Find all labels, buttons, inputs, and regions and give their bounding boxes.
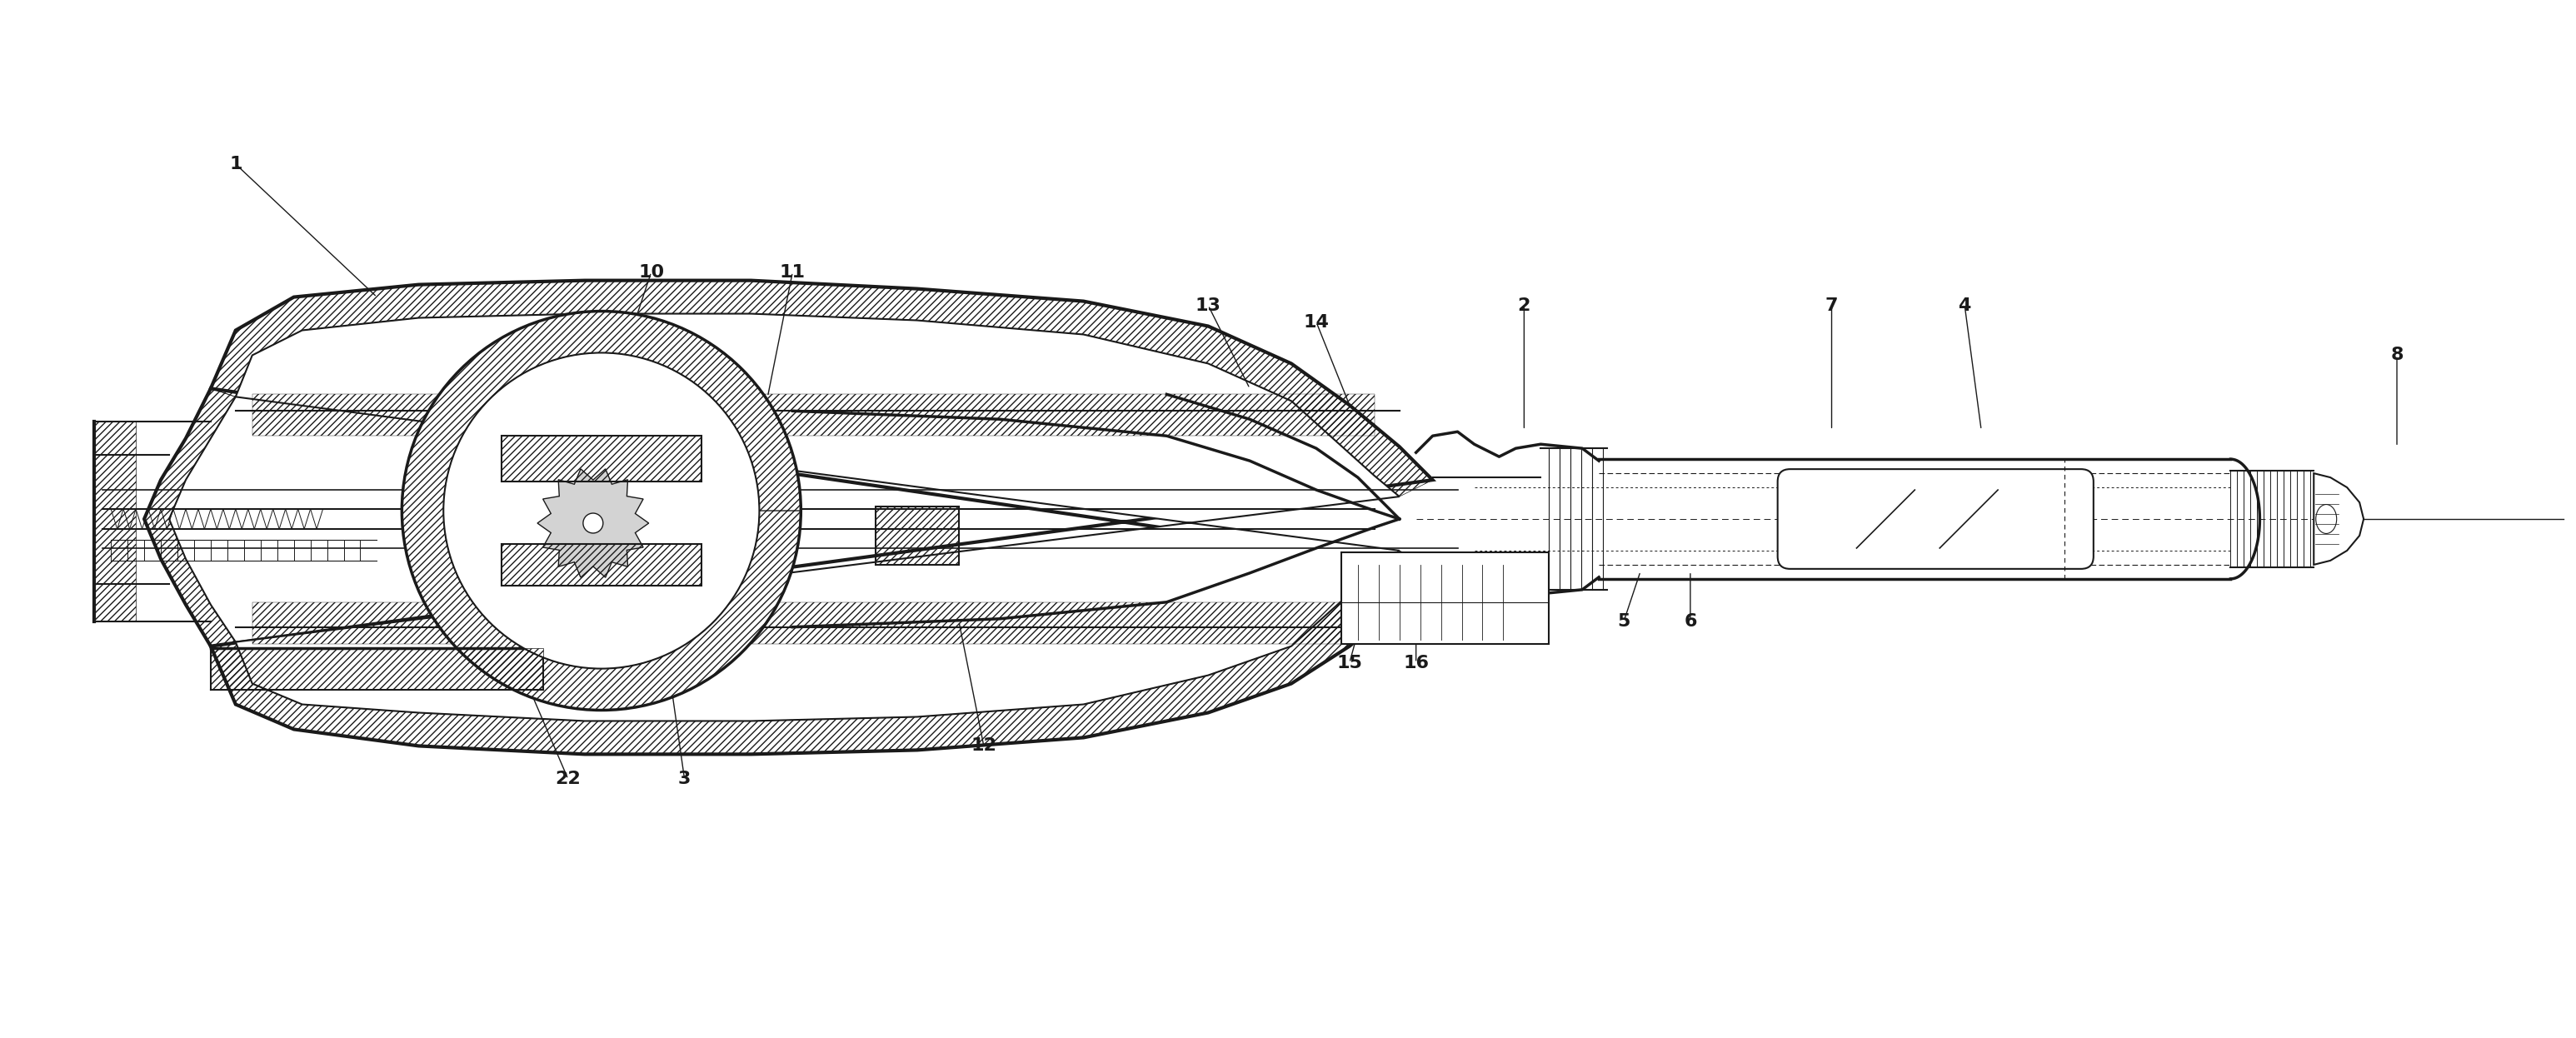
Text: 12: 12 [971,738,997,755]
Text: 6: 6 [1685,612,1698,630]
Text: 1: 1 [229,156,242,172]
Bar [252,394,1376,436]
Circle shape [582,513,603,534]
Text: 4: 4 [1958,297,1971,313]
Text: 22: 22 [556,771,582,788]
Bar [1342,552,1548,644]
Text: 16: 16 [1404,655,1430,672]
Bar [876,507,958,565]
Text: 5: 5 [1618,612,1631,630]
Text: 11: 11 [781,264,806,280]
Bar [502,544,701,585]
Text: 15: 15 [1337,655,1363,672]
Polygon shape [2313,473,2365,565]
Text: 14: 14 [1303,313,1329,330]
Polygon shape [538,469,649,577]
Bar [252,602,1376,644]
Text: 13: 13 [1195,297,1221,313]
Circle shape [402,311,801,710]
FancyBboxPatch shape [1777,469,2094,569]
Circle shape [443,353,760,668]
Bar [502,436,701,482]
Polygon shape [234,313,1399,721]
Text: 8: 8 [2391,347,2403,363]
Bar [211,648,544,689]
Polygon shape [211,280,1432,755]
Text: 3: 3 [677,771,690,788]
Text: 10: 10 [639,264,665,280]
Bar [95,421,137,621]
Text: 7: 7 [1826,297,1839,313]
Text: 2: 2 [1517,297,1530,313]
